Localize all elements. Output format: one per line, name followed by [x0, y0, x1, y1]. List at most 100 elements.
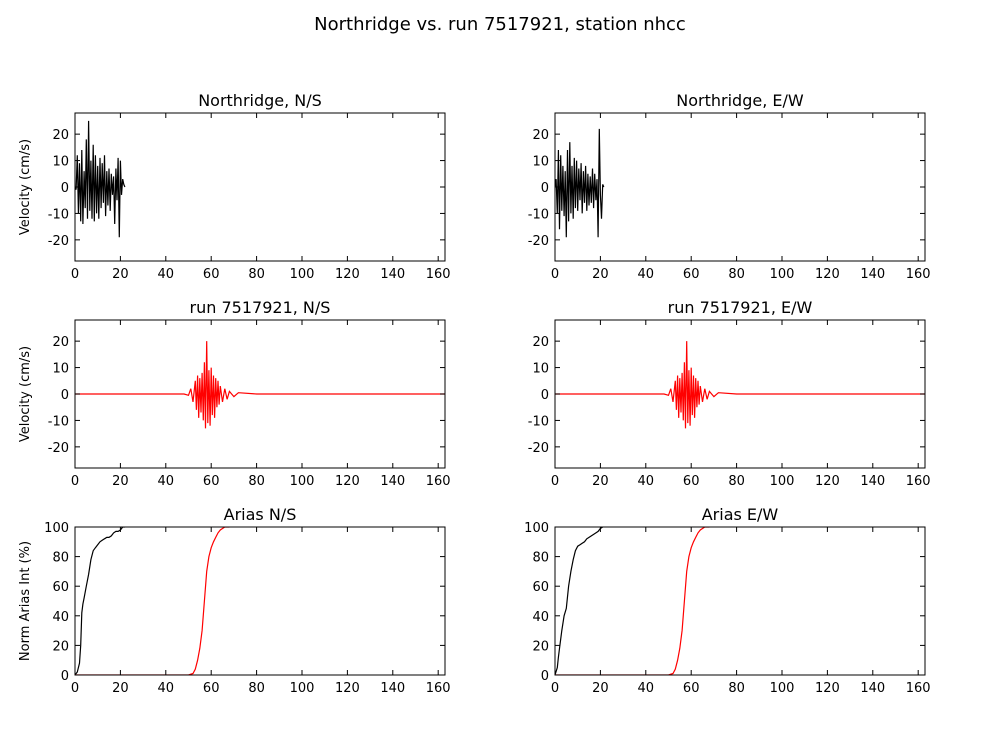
y-tick-label: 20	[52, 335, 69, 350]
x-tick-label: 0	[551, 474, 559, 489]
x-tick-label: 140	[380, 681, 405, 696]
panel-title: Northridge, N/S	[198, 91, 322, 110]
panel-6: 0 20 40 60 80 100 120 140 160 0 20 40 60 80 100 Arias E…	[524, 505, 930, 696]
y-tick-label: 0	[61, 181, 69, 196]
x-tick-label: 60	[203, 681, 220, 696]
y-axis-label: Norm Arias Int (%)	[18, 541, 33, 661]
x-tick-label: 40	[158, 267, 175, 282]
x-tick-label: 40	[158, 474, 175, 489]
x-tick-label: 0	[551, 267, 559, 282]
y-tick-label: 20	[532, 639, 549, 654]
y-tick-label: 40	[52, 610, 69, 625]
x-tick-label: 120	[335, 474, 360, 489]
x-tick-label: 20	[592, 267, 609, 282]
x-tick-label: 100	[770, 681, 795, 696]
x-tick-label: 80	[728, 267, 745, 282]
x-tick-label: 160	[426, 267, 451, 282]
x-tick-label: 0	[551, 681, 559, 696]
x-tick-label: 160	[426, 681, 451, 696]
x-tick-label: 20	[112, 681, 129, 696]
x-tick-label: 80	[248, 681, 265, 696]
x-tick-label: 60	[683, 474, 700, 489]
y-tick-label: -10	[48, 207, 69, 222]
panel-title: Northridge, E/W	[676, 91, 804, 110]
x-tick-label: 60	[203, 474, 220, 489]
panel-title: Arias N/S	[224, 505, 297, 524]
y-tick-label: 0	[541, 181, 549, 196]
x-tick-label: 20	[592, 474, 609, 489]
x-tick-label: 100	[290, 681, 315, 696]
panels: 0 20 40 60 80 100 120 140 160-20-1001020Northrid…	[18, 91, 931, 696]
x-tick-label: 160	[906, 267, 931, 282]
x-tick-label: 0	[71, 681, 79, 696]
x-tick-label: 40	[638, 474, 655, 489]
y-tick-label: 0	[61, 388, 69, 403]
axes-frame	[74, 112, 446, 262]
x-tick-label: 160	[906, 474, 931, 489]
x-tick-label: 40	[158, 681, 175, 696]
y-tick-label: 100	[524, 521, 549, 536]
x-tick-label: 40	[638, 681, 655, 696]
x-tick-label: 40	[638, 267, 655, 282]
x-tick-label: 0	[71, 267, 79, 282]
panel-3: 0 20 40 60 80 100 120 140 160 -20 -10 0 10 20 run 7517…	[18, 298, 451, 489]
y-tick-label: 20	[52, 639, 69, 654]
panel-title: run 7517921, N/S	[190, 298, 331, 317]
axes-frame	[554, 526, 926, 676]
x-tick-label: 120	[815, 681, 840, 696]
y-tick-label: 0	[541, 388, 549, 403]
y-tick-label: 10	[52, 155, 69, 170]
y-tick-label: -20	[528, 234, 549, 249]
panel-4: 0 20 40 60 80 100 120 140 160 -20 -10 0 10 20 run 7517…	[528, 298, 931, 489]
y-tick-label: 10	[532, 362, 549, 377]
x-tick-label: 160	[906, 681, 931, 696]
y-tick-label: 0	[541, 669, 549, 684]
y-tick-label: 20	[52, 128, 69, 143]
y-tick-label: 10	[532, 155, 549, 170]
x-tick-label: 20	[112, 267, 129, 282]
x-tick-label: 80	[728, 681, 745, 696]
x-tick-label: 60	[683, 681, 700, 696]
panel-title: Arias E/W	[702, 505, 779, 524]
y-axis-label: Velocity (cm/s)	[18, 139, 33, 235]
y-tick-label: 10	[52, 362, 69, 377]
x-tick-label: 80	[248, 267, 265, 282]
x-tick-label: 160	[426, 474, 451, 489]
figure-title: Northridge vs. run 7517921, station nhcc	[314, 14, 686, 35]
axes-frame	[74, 526, 446, 676]
x-tick-label: 100	[770, 474, 795, 489]
x-tick-label: 120	[335, 267, 360, 282]
y-tick-label: 20	[532, 128, 549, 143]
x-tick-label: 20	[112, 474, 129, 489]
y-tick-label: -20	[48, 441, 69, 456]
series-line-3-1	[75, 341, 445, 429]
series-line-1-1	[75, 120, 126, 238]
x-tick-label: 140	[860, 474, 885, 489]
y-tick-label: 80	[532, 551, 549, 566]
y-tick-label: 60	[532, 580, 549, 595]
panel-title: run 7517921, E/W	[668, 298, 813, 317]
series-line-5-1	[75, 527, 125, 675]
y-tick-label: -10	[48, 414, 69, 429]
y-tick-label: 60	[52, 580, 69, 595]
series-line-2-1	[555, 128, 605, 238]
x-tick-label: 80	[728, 474, 745, 489]
panel-5: 0 20 40 60 80 100 120 140 160 0 20 40 60 80 100 Arias N…	[18, 505, 451, 696]
x-tick-label: 140	[860, 267, 885, 282]
y-tick-label: 0	[61, 669, 69, 684]
x-tick-label: 100	[290, 474, 315, 489]
x-tick-label: 100	[770, 267, 795, 282]
y-tick-label: 20	[532, 335, 549, 350]
x-tick-label: 120	[335, 681, 360, 696]
y-tick-label: 80	[52, 551, 69, 566]
x-tick-label: 60	[683, 267, 700, 282]
series-line-4-1	[555, 341, 925, 429]
x-tick-label: 100	[290, 267, 315, 282]
x-tick-label: 140	[860, 681, 885, 696]
panel-1: 0 20 40 60 80 100 120 140 160 -20 -10 0 10 20 Northrid…	[18, 91, 451, 282]
x-tick-label: 140	[380, 474, 405, 489]
x-tick-label: 140	[380, 267, 405, 282]
y-tick-label: -10	[528, 207, 549, 222]
x-tick-label: 120	[815, 474, 840, 489]
